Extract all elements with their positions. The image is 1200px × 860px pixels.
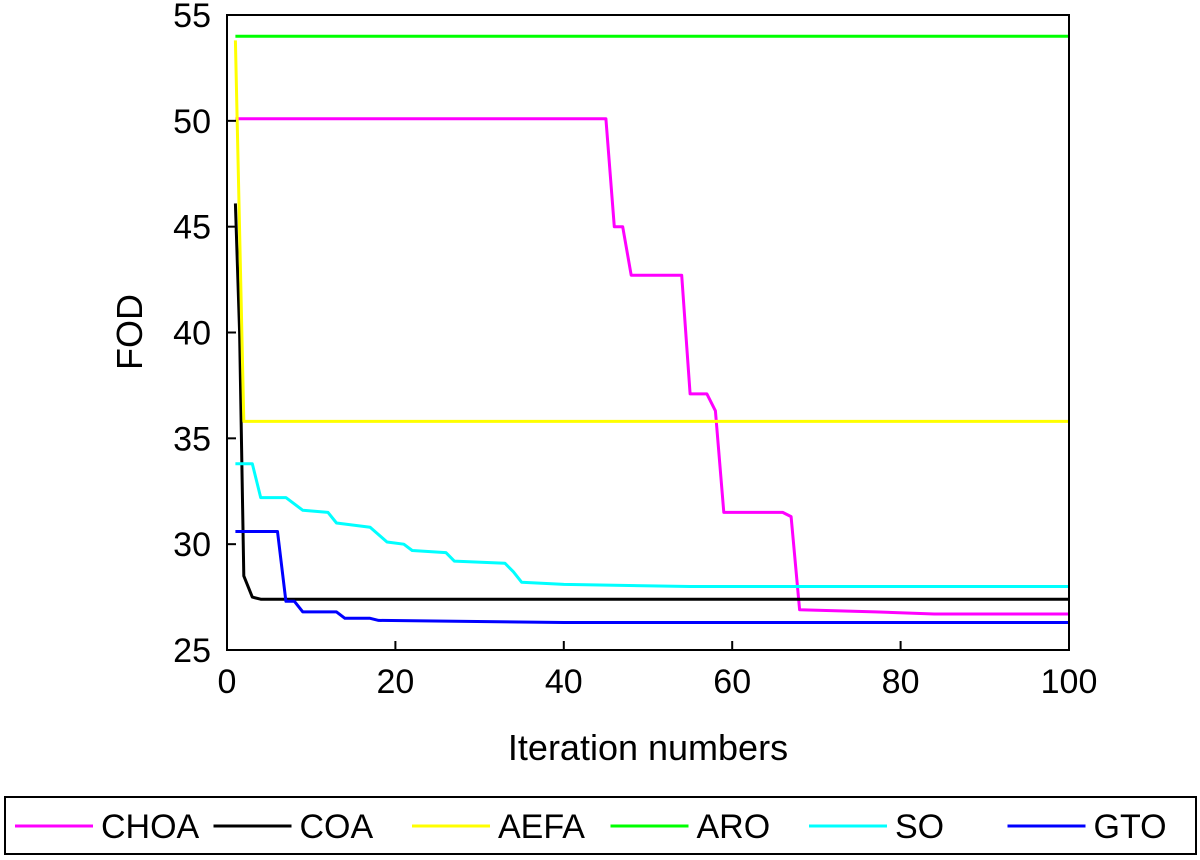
x-tick-label: 20 — [376, 663, 414, 701]
legend-label-aro: ARO — [697, 808, 771, 846]
legend-box — [4, 796, 1197, 855]
y-tick-label: 55 — [173, 0, 211, 35]
series-line-choa — [235, 117, 1069, 616]
series-line-coa — [233, 203, 1069, 601]
legend-label-choa: CHOA — [101, 808, 200, 846]
legend-label-gto: GTO — [1094, 808, 1167, 846]
x-tick-label: 40 — [545, 663, 583, 701]
x-axis-title: Iteration numbers — [508, 727, 788, 768]
series-line-so — [235, 462, 1069, 588]
y-tick-label: 45 — [173, 209, 211, 247]
legend-label-coa: COA — [300, 808, 374, 846]
x-tick-label: 80 — [882, 663, 920, 701]
plot-lines — [233, 34, 1069, 624]
y-tick-label: 30 — [173, 526, 211, 564]
y-tick-label: 35 — [173, 420, 211, 458]
y-tick-label: 40 — [173, 315, 211, 353]
axis-ticks: 0 20 40 60 80 100 25 30 35 40 45 50 55 — [173, 0, 1097, 701]
series-line-aefa — [233, 40, 1069, 423]
series-line-gto — [235, 530, 1069, 624]
x-tick-label: 0 — [218, 663, 237, 701]
legend: CHOA COA AEFA ARO SO GTO — [15, 808, 1167, 846]
y-tick-label: 25 — [173, 632, 211, 670]
y-axis-title: FOD — [109, 294, 150, 370]
x-tick-label: 60 — [713, 663, 751, 701]
y-tick-label: 50 — [173, 103, 211, 141]
legend-label-so: SO — [895, 808, 944, 846]
legend-label-aefa: AEFA — [498, 808, 585, 846]
x-tick-label: 100 — [1041, 663, 1098, 701]
plot-area-frame — [226, 14, 1070, 651]
